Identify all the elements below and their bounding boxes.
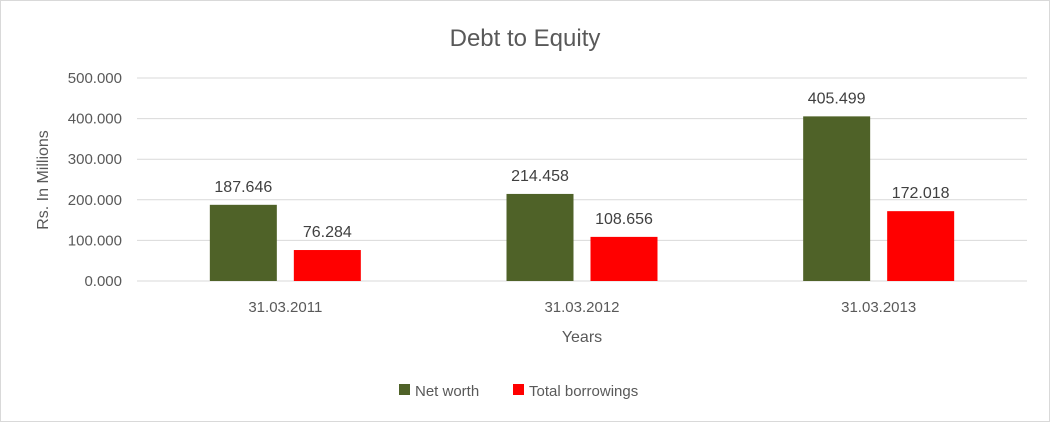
y-tick-label: 100.000	[68, 232, 122, 249]
x-tick-label: 31.03.2011	[248, 299, 322, 316]
data-label: 187.646	[214, 179, 272, 196]
legend-label-total-borrowings: Total borrowings	[529, 383, 638, 400]
y-tick-label: 400.000	[68, 111, 122, 128]
y-tick-label: 500.000	[68, 70, 122, 87]
data-label: 172.018	[892, 185, 950, 202]
bar-net-worth-1	[209, 204, 277, 281]
bar-net-worth-2	[506, 193, 574, 281]
x-tick-label: 31.03.2013	[841, 299, 916, 316]
data-label: 76.284	[303, 224, 352, 241]
bar-net-worth-3	[803, 116, 871, 282]
legend-label-net-worth: Net worth	[415, 383, 479, 400]
bar-total-borrowings-1	[293, 250, 361, 281]
chart-title: Debt to Equity	[450, 25, 601, 52]
legend-swatch-total-borrowings	[513, 384, 524, 395]
data-label: 108.656	[595, 211, 653, 228]
data-label: 405.499	[808, 90, 866, 107]
data-labels: 187.646 76.284 214.458 108.656 405.499 172.01…	[214, 90, 949, 241]
legend: Net worth Total borrowings	[399, 383, 638, 400]
y-axis-ticks: 0.000 100.000 200.000 300.000 400.000 500.000	[68, 70, 122, 290]
y-tick-label: 200.000	[68, 192, 122, 209]
y-axis-label: Rs. In Millions	[35, 130, 52, 230]
data-label: 214.458	[511, 168, 569, 185]
bars	[209, 116, 955, 282]
bar-total-borrowings-2	[590, 236, 658, 281]
bar-total-borrowings-3	[887, 211, 955, 281]
x-axis-ticks: 31.03.2011 31.03.2012 31.03.2013	[248, 299, 916, 316]
y-tick-label: 300.000	[68, 151, 122, 168]
x-tick-label: 31.03.2012	[544, 299, 619, 316]
y-tick-label: 0.000	[84, 273, 122, 290]
gridlines	[137, 77, 1027, 241]
x-axis-label: Years	[562, 329, 602, 346]
legend-swatch-net-worth	[399, 384, 410, 395]
